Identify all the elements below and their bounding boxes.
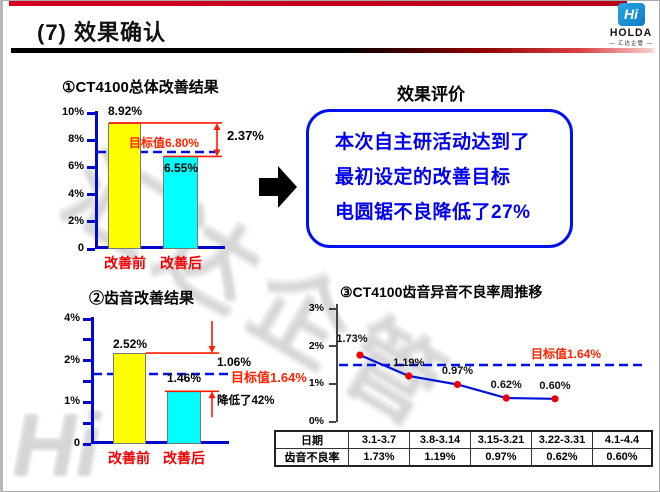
chart1-value-before: 8.92% — [107, 104, 143, 118]
y-tick — [329, 420, 336, 423]
table-cell: 0.62% — [531, 448, 593, 467]
chart2-target-label: 目标值1.64% — [231, 370, 307, 385]
table-cell: 1.73% — [348, 448, 410, 467]
y-tick-label: 0% — [308, 415, 324, 427]
table-cell: 4.1-4.4 — [592, 430, 653, 449]
y-tick-label: 4% — [64, 312, 80, 324]
y-tick — [83, 380, 91, 383]
y-tick — [87, 220, 95, 224]
chart2-plot: 4% 2% 1% 0 — [64, 312, 229, 449]
y-tick — [87, 193, 95, 197]
y-tick-label: 0 — [73, 437, 80, 449]
logo-subtitle: — 汇达企管 — — [608, 41, 654, 47]
chart2-xlabel-after: 改善后 — [163, 450, 205, 466]
y-tick — [87, 111, 95, 115]
table-cell: 1.19% — [409, 448, 471, 467]
chart1-xlabel-before: 改善前 — [104, 255, 146, 271]
chart2-diff-label: 1.06% — [217, 355, 252, 369]
y-tick — [83, 317, 91, 321]
chart1-bar-before — [108, 122, 141, 249]
y-tick — [329, 382, 336, 385]
y-tick — [83, 400, 91, 404]
table-cell: 齿音不良率 — [274, 448, 349, 467]
y-tick-label: 1% — [64, 395, 80, 408]
y-tick-label: 2% — [68, 214, 84, 227]
y-tick — [83, 359, 91, 363]
chart2-value-after: 1.46% — [166, 371, 202, 385]
y-tick-label: 0 — [77, 242, 84, 254]
chart3-point-label: 1.73% — [336, 333, 368, 346]
table-cell: 0.60% — [592, 448, 653, 467]
chart3-title: ③CT4100齿音异音不良率周推移 — [340, 284, 543, 300]
chart3-point-label: 0.62% — [490, 379, 522, 392]
chart1-bar-after — [163, 156, 198, 249]
title-rule — [11, 48, 657, 53]
table-cell: 3.15-3.21 — [470, 430, 532, 449]
chart2-title: ②齿音改善结果 — [89, 290, 195, 307]
chart1-title: ①CT4100总体改善结果 — [62, 79, 219, 96]
y-tick-label: 6% — [68, 160, 84, 173]
chart3-point-label: 1.19% — [393, 356, 425, 369]
logo-name: HOLDA — [609, 26, 653, 40]
evaluation-title: 效果评价 — [397, 85, 465, 104]
chart2-reduction-label: 降低了42% — [217, 395, 275, 407]
evaluation-box: 本次自主研活动达到了 最初设定的改善目标 电圆锯不良降低了27% — [306, 109, 573, 248]
y-tick-label: 4% — [68, 187, 84, 200]
y-tick — [83, 338, 91, 342]
evaluation-line: 电圆锯不良降低了27% — [335, 202, 531, 223]
y-tick — [329, 307, 336, 310]
table-cell: 3.8-3.14 — [409, 430, 471, 449]
chart3-point-label: 0.97% — [441, 365, 474, 378]
y-tick — [83, 421, 91, 425]
chart1-plot: 10% 8% 6% 4% 2% 0 — [62, 106, 225, 254]
table-cell: 0.97% — [470, 448, 532, 467]
page-title: (7) 效果确认 — [37, 20, 167, 45]
chart3-target-label: 目标值1.64% — [531, 347, 602, 361]
table-cell: 3.1-3.7 — [348, 430, 410, 449]
chart1-value-after: 6.55% — [163, 161, 199, 175]
chart1-target-label: 目标值6.80% — [129, 136, 200, 150]
y-tick — [83, 442, 91, 446]
top-accent-strip — [9, 1, 627, 6]
y-tick-label: 10% — [61, 106, 84, 118]
holda-logo: Hi HOLDA — 汇达企管 — — [608, 3, 654, 47]
arrow-right-icon — [259, 166, 297, 208]
y-tick-label: 1% — [308, 377, 324, 390]
y-tick-label: 3% — [308, 302, 324, 314]
chart2-xlabel-before: 改善前 — [108, 450, 150, 466]
table-row: 齿音不良率 1.73% 1.19% 0.97% 0.62% 0.60% — [274, 448, 653, 467]
evaluation-line: 最初设定的改善目标 — [335, 167, 511, 188]
chart1-diff-label: 2.37% — [227, 128, 264, 143]
chart3-point-label: 0.60% — [539, 379, 571, 392]
chart3-plot: 3% 2% 1% 0% — [309, 302, 342, 427]
table-cell: 3.22-3.31 — [531, 430, 593, 449]
evaluation-line: 本次自主研活动达到了 — [335, 132, 531, 153]
table-cell: 日期 — [274, 430, 349, 449]
y-tick — [87, 138, 95, 142]
chart2-bar-after — [167, 391, 201, 444]
holda-logo-icon: Hi — [617, 3, 645, 26]
y-tick — [87, 247, 95, 251]
chart2-bar-before — [113, 353, 146, 444]
rate-table: 日期 3.1-3.7 3.8-3.14 3.15-3.21 3.22-3.31 4.1-4… — [274, 430, 653, 467]
table-row: 日期 3.1-3.7 3.8-3.14 3.15-3.21 3.22-3.31 4.1-4… — [274, 430, 653, 449]
y-tick-label: 2% — [64, 353, 80, 366]
chart1-xlabel-after: 改善后 — [160, 255, 202, 271]
y-tick-label: 8% — [68, 133, 84, 146]
chart2-value-before: 2.52% — [112, 337, 148, 351]
y-tick — [87, 165, 95, 169]
y-tick-label: 2% — [308, 339, 324, 352]
y-tick — [329, 345, 336, 348]
